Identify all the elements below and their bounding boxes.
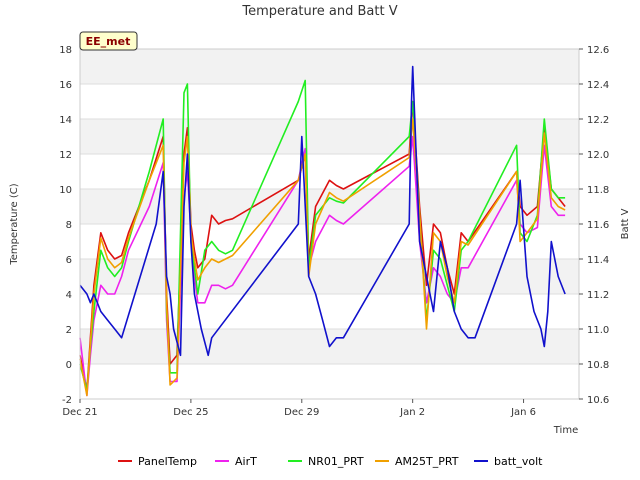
y-axis-left: -2 0 2 4 6 8 10 12 14 16 18 [59, 45, 72, 406]
plot-band [80, 84, 579, 119]
y-tick-label-left: 4 [66, 290, 72, 301]
y-tick-label-right: 12.6 [587, 45, 609, 56]
y-tick-label-left: -2 [62, 395, 72, 406]
x-tick-label: Jan 2 [399, 407, 425, 418]
y-tick-label-right: 12.0 [587, 150, 609, 161]
plot-band [80, 49, 579, 84]
legend-label: AM25T_PRT [395, 455, 459, 468]
y-tick-label-left: 0 [66, 360, 72, 371]
y-tick-label-left: 2 [66, 325, 72, 336]
series-line-am25t-prt [79, 118, 566, 397]
y-axis-right: 10.6 10.8 11.0 11.2 11.4 11.6 11.8 12.0 12.2 12.4… [579, 45, 609, 406]
y-tick-label-left: 12 [59, 150, 72, 161]
y-tick-label-right: 11.6 [587, 220, 609, 231]
y-tick-label-left: 8 [66, 220, 72, 231]
y-tick-label-right: 11.2 [587, 290, 609, 301]
station-badge-label: EE_met [86, 35, 131, 48]
plot-band [80, 224, 579, 259]
y-tick-label-right: 11.8 [587, 185, 609, 196]
legend-label: AirT [235, 455, 257, 468]
x-tick-label: Dec 21 [62, 407, 97, 418]
y-tick-label-right: 11.4 [587, 255, 609, 266]
y-tick-label-left: 10 [59, 185, 72, 196]
x-tick-label: Dec 29 [284, 407, 319, 418]
plot-band [80, 294, 579, 329]
y-tick-label-right: 10.6 [587, 395, 609, 406]
plot-band [80, 259, 579, 294]
station-badge-box [79, 31, 138, 51]
y-tick-label-right: 12.4 [587, 80, 609, 91]
y-tick-label-left: 18 [59, 45, 72, 56]
y-axis-left-label: Temperature (C) [9, 183, 20, 265]
y-tick-label-right: 12.2 [587, 115, 609, 126]
series-line-batt-volt [79, 65, 566, 357]
x-tick-label: Dec 25 [173, 407, 208, 418]
legend-label: PanelTemp [138, 455, 197, 468]
y-tick-label-right: 10.8 [587, 360, 609, 371]
x-axis-label: Time [553, 425, 578, 436]
y-tick-label-left: 6 [66, 255, 72, 266]
series-layer [79, 65, 566, 397]
station-badge: EE_met [79, 31, 138, 51]
chart-title: Temperature and Batt V [241, 4, 397, 19]
plot-band [80, 364, 579, 399]
legend: PanelTemp AirT NR01_PRT AM25T_PRT batt_volt [118, 455, 543, 468]
legend-label: NR01_PRT [308, 455, 364, 468]
x-tick-label: Jan 6 [510, 407, 536, 418]
legend-label: batt_volt [494, 455, 543, 468]
y-tick-label-right: 11.0 [587, 325, 609, 336]
series-line-nr01-prt [79, 79, 566, 392]
y-tick-label-left: 14 [59, 115, 72, 126]
x-axis: Dec 21 Dec 25 Dec 29 Jan 2 Jan 6 [62, 399, 536, 418]
y-axis-right-label: Batt V [620, 208, 631, 239]
y-tick-label-left: 16 [59, 80, 72, 91]
plot-background [80, 49, 579, 399]
